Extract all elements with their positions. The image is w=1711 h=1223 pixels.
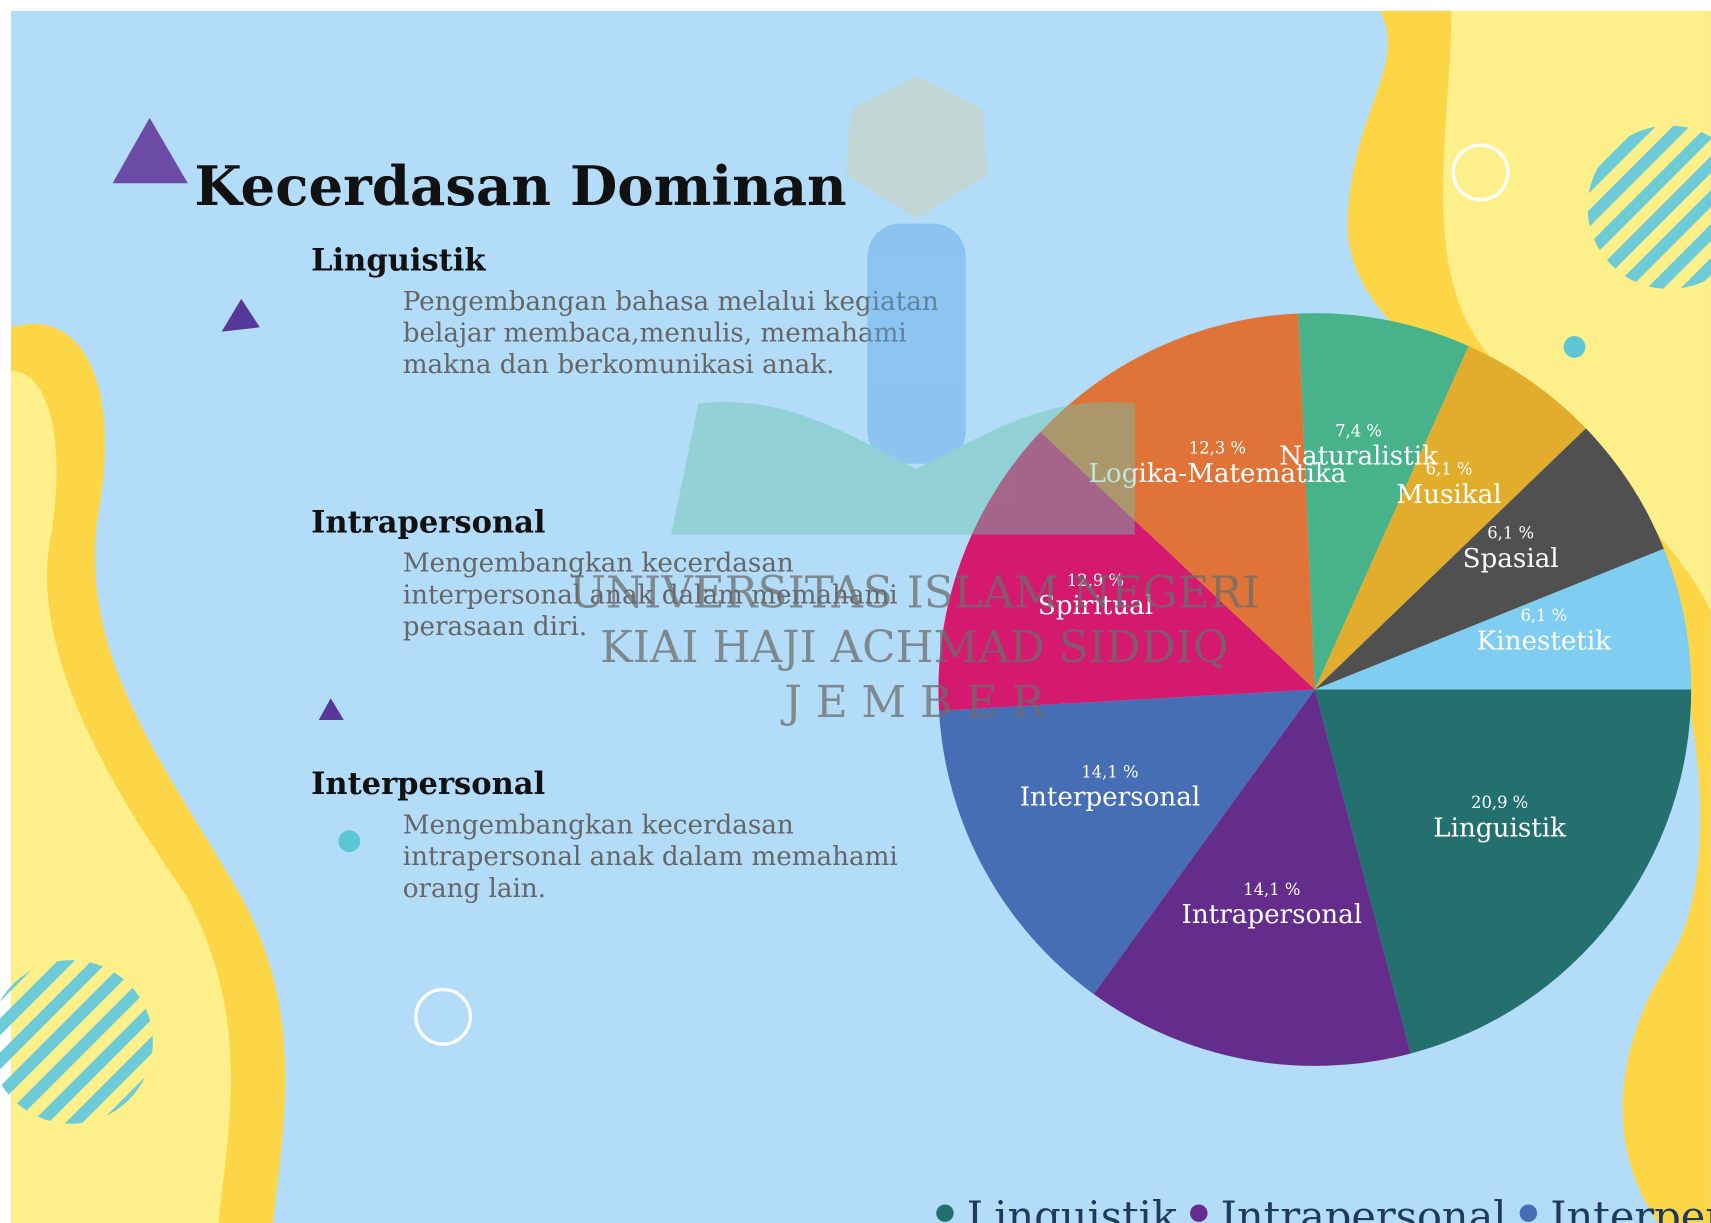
triangle: [318, 698, 344, 721]
slice-label: Spasial: [1463, 544, 1559, 574]
pie-slice: [1040, 313, 1315, 690]
pie-slice: [1314, 689, 1692, 1054]
slice-value-label: 6,1 %: [1426, 460, 1473, 479]
item-text: perasaan diri.: [403, 612, 588, 642]
triangle: [221, 298, 260, 332]
pie-slice: [1314, 548, 1692, 690]
legend-swatch: [1190, 1204, 1208, 1222]
item-text: interpersonal anak dalam memahami: [403, 580, 898, 610]
slice-label: Kinestetik: [1477, 626, 1613, 656]
legend-swatch: [936, 1204, 954, 1222]
item-text: belajar membaca,menulis, memahami: [403, 318, 907, 348]
striped-circle: [0, 960, 153, 1124]
item-text: Pengembangan bahasa melalui kegiatan: [403, 287, 939, 317]
striped-circle: [1587, 125, 1711, 290]
slice-value-label: 6,1 %: [1521, 606, 1568, 625]
item-text: makna dan berkomunikasi anak.: [403, 350, 835, 380]
legend-label: Intrapersonal: [1221, 1193, 1507, 1223]
slice-label: Spiritual: [1038, 591, 1153, 621]
slice-value-label: 7,4 %: [1335, 421, 1382, 440]
legend-label: Linguistik: [967, 1193, 1178, 1223]
pie-slice: [939, 689, 1315, 995]
slice-label: Intrapersonal: [1181, 900, 1362, 930]
slice-value-label: 14,1 %: [1081, 762, 1138, 781]
pie-slice: [1093, 689, 1411, 1066]
slice-label: Interpersonal: [1020, 783, 1200, 813]
pie-slice: [1314, 345, 1586, 690]
item-text: Mengembangkan kecerdasan: [403, 549, 794, 579]
watermark-text: UNIVERSITAS ISLAM NEGERI: [569, 569, 1259, 619]
legend-swatch: [1519, 1204, 1538, 1222]
slice-value-label: 20,9 %: [1471, 793, 1528, 812]
item-text: orang lain.: [403, 874, 546, 904]
ring: [414, 987, 473, 1046]
legend-label: Interpersonal: [1550, 1193, 1711, 1223]
item-heading: Intrapersonal: [311, 504, 545, 540]
slice-value-label: 12,9 %: [1067, 571, 1124, 590]
slice-label: Logika-Matematika: [1089, 459, 1347, 489]
slide-title: Kecerdasan Dominan: [194, 154, 846, 218]
watermark-text: J E M B E R: [780, 678, 1045, 728]
slice-value-label: 14,1 %: [1243, 880, 1300, 899]
items: Linguistik Pengembangan bahasa melalui ke…: [311, 243, 939, 904]
pie-slice: [938, 431, 1315, 711]
item-text: Mengembangkan kecerdasan: [403, 811, 794, 841]
triangle: [112, 117, 188, 184]
item-heading: Linguistik: [311, 243, 486, 279]
pie-slice: [1314, 428, 1664, 690]
slice-label: Musikal: [1396, 480, 1501, 510]
dot: [1563, 336, 1586, 358]
slice-value-label: 12,3 %: [1189, 438, 1246, 457]
slice-label: Naturalistik: [1279, 442, 1439, 472]
dot: [338, 830, 361, 853]
ring: [1451, 143, 1510, 202]
item-text: intrapersonal anak dalam memahami: [403, 842, 898, 872]
watermark-text: KIAI HAJI ACHMAD SIDDIQ: [600, 623, 1229, 673]
slice-label: Linguistik: [1433, 813, 1567, 843]
item-heading: Interpersonal: [311, 766, 545, 802]
watermark-logo: [671, 76, 1135, 535]
pie-slice: [1298, 313, 1469, 690]
slice-value-label: 6,1 %: [1487, 524, 1534, 543]
